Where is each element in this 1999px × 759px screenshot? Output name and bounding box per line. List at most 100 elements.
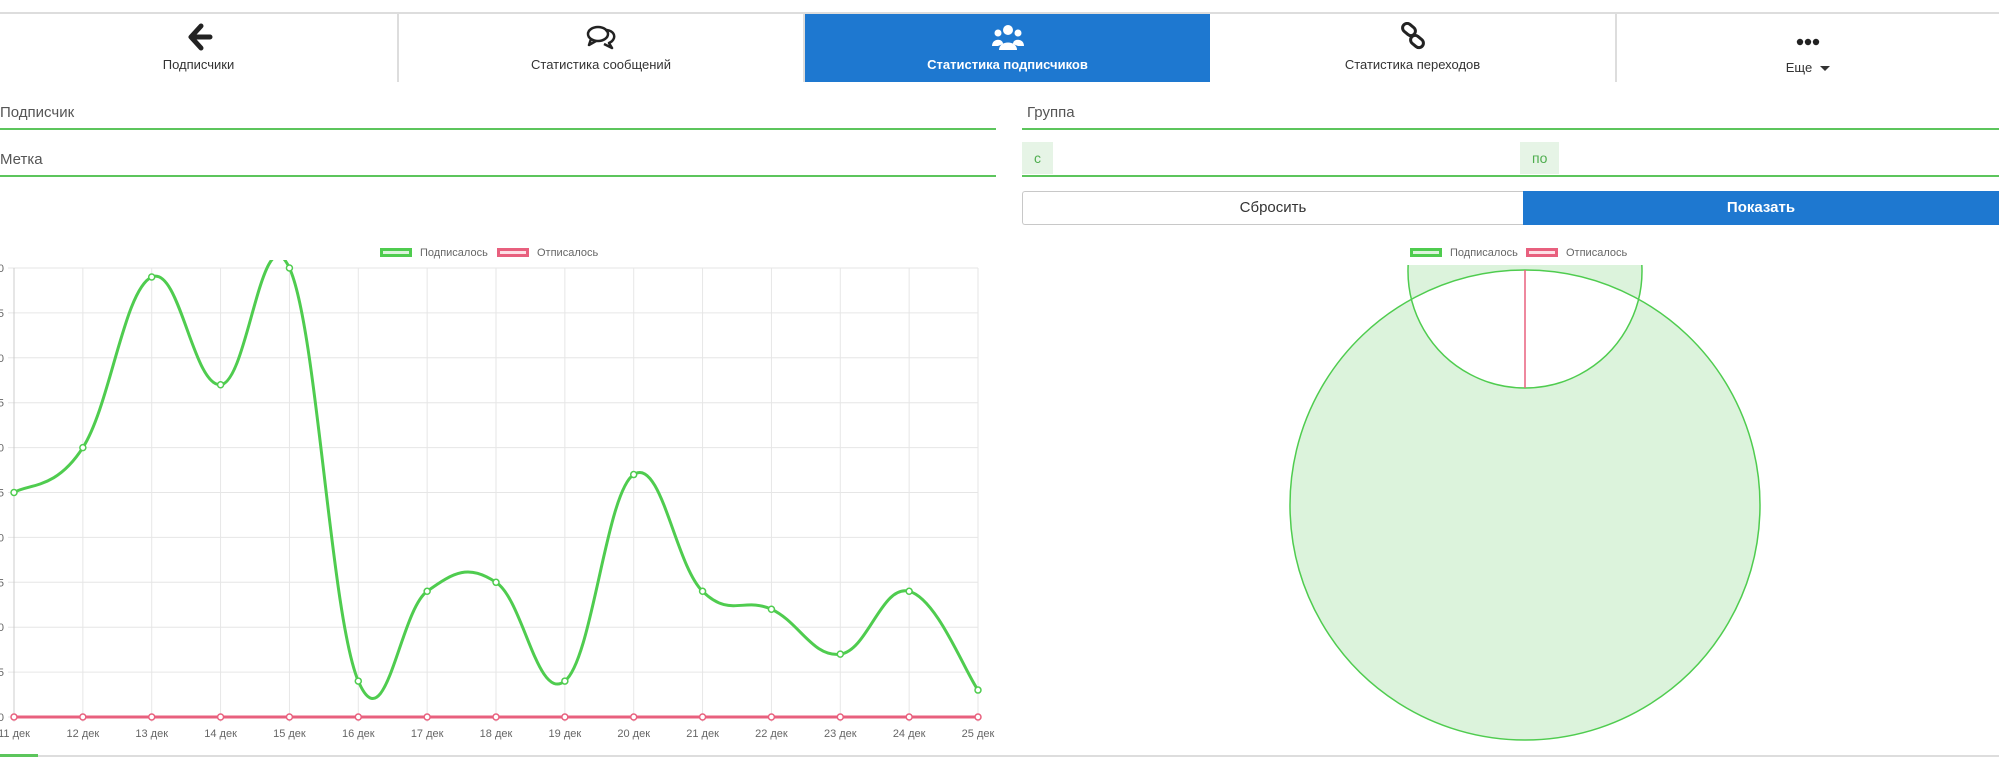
y-tick-label: 20 [0, 532, 4, 544]
subscriber-field-label: Подписчик [0, 104, 75, 121]
subscriber-doughnut-chart [1289, 265, 1761, 741]
group-field[interactable]: Группа [1022, 92, 1999, 130]
y-tick-label: 15 [0, 577, 4, 589]
tab-subscribers[interactable]: Подписчики [0, 14, 399, 82]
x-tick-label: 11 дек [0, 728, 30, 740]
x-tick-label: 13 дек [135, 728, 168, 740]
data-point[interactable] [147, 273, 156, 281]
tab-link-stats-label: Статистика переходов [1344, 57, 1481, 72]
tag-field[interactable]: Метка [0, 139, 996, 177]
pie-legend-subscribed-label: Подписалось [1450, 247, 1518, 259]
x-tick-label: 22 дек [755, 728, 788, 740]
data-point[interactable] [629, 470, 638, 479]
date-to-label: по [1520, 142, 1560, 174]
arrow-left-icon [188, 23, 212, 51]
chevron-down-icon [1820, 66, 1831, 71]
data-point[interactable] [698, 713, 707, 721]
data-point[interactable] [423, 587, 431, 596]
y-tick-label: 50 [0, 263, 4, 275]
ellipsis-icon [1796, 38, 1820, 46]
date-from-label: с [1022, 142, 1053, 174]
data-point[interactable] [836, 713, 845, 721]
x-tick-label: 19 дек [549, 728, 582, 740]
tab-subscribers-label: Подписчики [162, 57, 235, 72]
stats-tab-bar: Подписчики Статистика сообщений Статисти… [0, 12, 1999, 82]
data-point[interactable] [905, 587, 913, 596]
legend-swatch-subscribed [380, 248, 412, 257]
x-tick-label: 21 дек [686, 728, 719, 740]
date-from-input[interactable] [1054, 139, 1538, 175]
show-button[interactable]: Показать [1523, 191, 1999, 225]
tab-subscriber-stats[interactable]: Статистика подписчиков [805, 14, 1210, 82]
tab-subscriber-stats-label: Статистика подписчиков [927, 57, 1088, 72]
data-point[interactable] [698, 587, 707, 596]
data-point[interactable] [629, 713, 638, 721]
date-range-field: с по [1022, 139, 1999, 177]
data-point[interactable] [492, 713, 500, 721]
tab-message-stats[interactable]: Статистика сообщений [399, 14, 805, 82]
data-point[interactable] [836, 650, 845, 658]
data-point[interactable] [216, 713, 225, 721]
x-tick-label: 17 дек [411, 728, 444, 740]
x-tick-label: 12 дек [67, 728, 100, 740]
tag-field-label: Метка [0, 151, 43, 168]
data-point[interactable] [79, 713, 87, 721]
data-point[interactable] [10, 713, 18, 721]
subscriber-field[interactable]: Подписчик [0, 92, 996, 130]
y-tick-label: 25 [0, 488, 4, 500]
data-point[interactable] [423, 713, 431, 721]
line-legend-subscribed-label: Подписалось [420, 247, 488, 259]
data-point[interactable] [10, 488, 18, 497]
bottom-accent [0, 754, 38, 757]
y-tick-label: 30 [0, 443, 4, 455]
data-point[interactable] [561, 713, 569, 721]
date-to-input[interactable] [1560, 139, 1999, 175]
data-point[interactable] [767, 605, 776, 613]
data-point[interactable] [974, 713, 982, 721]
data-point[interactable] [767, 713, 776, 721]
y-tick-label: 40 [0, 353, 4, 365]
data-point[interactable] [147, 713, 156, 721]
data-point[interactable] [354, 713, 363, 721]
data-point[interactable] [905, 713, 913, 721]
x-tick-label: 20 дек [617, 728, 650, 740]
data-point[interactable] [216, 380, 225, 389]
legend-swatch-unsubscribed [497, 248, 529, 257]
reset-button[interactable]: Сбросить [1022, 191, 1523, 225]
pie-legend-unsubscribed-label: Отписалось [1566, 247, 1628, 259]
group-field-label: Группа [1027, 104, 1075, 121]
x-tick-label: 15 дек [273, 728, 306, 740]
y-tick-label: 5 [0, 667, 4, 679]
legend-swatch-subscribed [1410, 248, 1442, 257]
subscriber-line-chart: 0 5 10 15 20 25 30 35 40 45 50 11 дек 12 дек 13 дек 14… [0, 260, 995, 740]
x-tick-label: 24 дек [893, 728, 926, 740]
x-tick-label: 23 дек [824, 728, 857, 740]
legend-swatch-unsubscribed [1526, 248, 1558, 257]
x-tick-label: 16 дек [342, 728, 375, 740]
x-tick-label: 25 дек [962, 728, 995, 740]
users-icon [991, 25, 1024, 50]
tab-message-stats-label: Статистика сообщений [531, 57, 671, 72]
y-tick-label: 35 [0, 398, 4, 410]
y-tick-label: 10 [0, 622, 4, 634]
y-tick-label: 45 [0, 308, 4, 320]
data-point[interactable] [974, 686, 982, 694]
link-icon [1400, 22, 1425, 50]
x-tick-label: 14 дек [204, 728, 237, 740]
tab-link-stats[interactable]: Статистика переходов [1210, 14, 1617, 82]
data-point[interactable] [492, 578, 500, 587]
tab-more[interactable]: Еще [1617, 14, 1999, 82]
x-tick-label: 18 дек [480, 728, 513, 740]
comments-icon [586, 25, 616, 50]
data-point[interactable] [561, 677, 569, 685]
data-point[interactable] [285, 264, 294, 272]
doughnut-slice-subscribed[interactable] [1289, 265, 1761, 741]
line-legend-unsubscribed-label: Отписалось [537, 247, 599, 259]
data-point[interactable] [285, 713, 294, 721]
tab-more-label: Еще [1617, 60, 1999, 75]
data-point[interactable] [79, 443, 87, 452]
data-point[interactable] [354, 677, 363, 685]
y-tick-label: 0 [0, 712, 4, 724]
series-line-subscribed [13, 260, 980, 700]
bottom-divider [0, 755, 1999, 757]
